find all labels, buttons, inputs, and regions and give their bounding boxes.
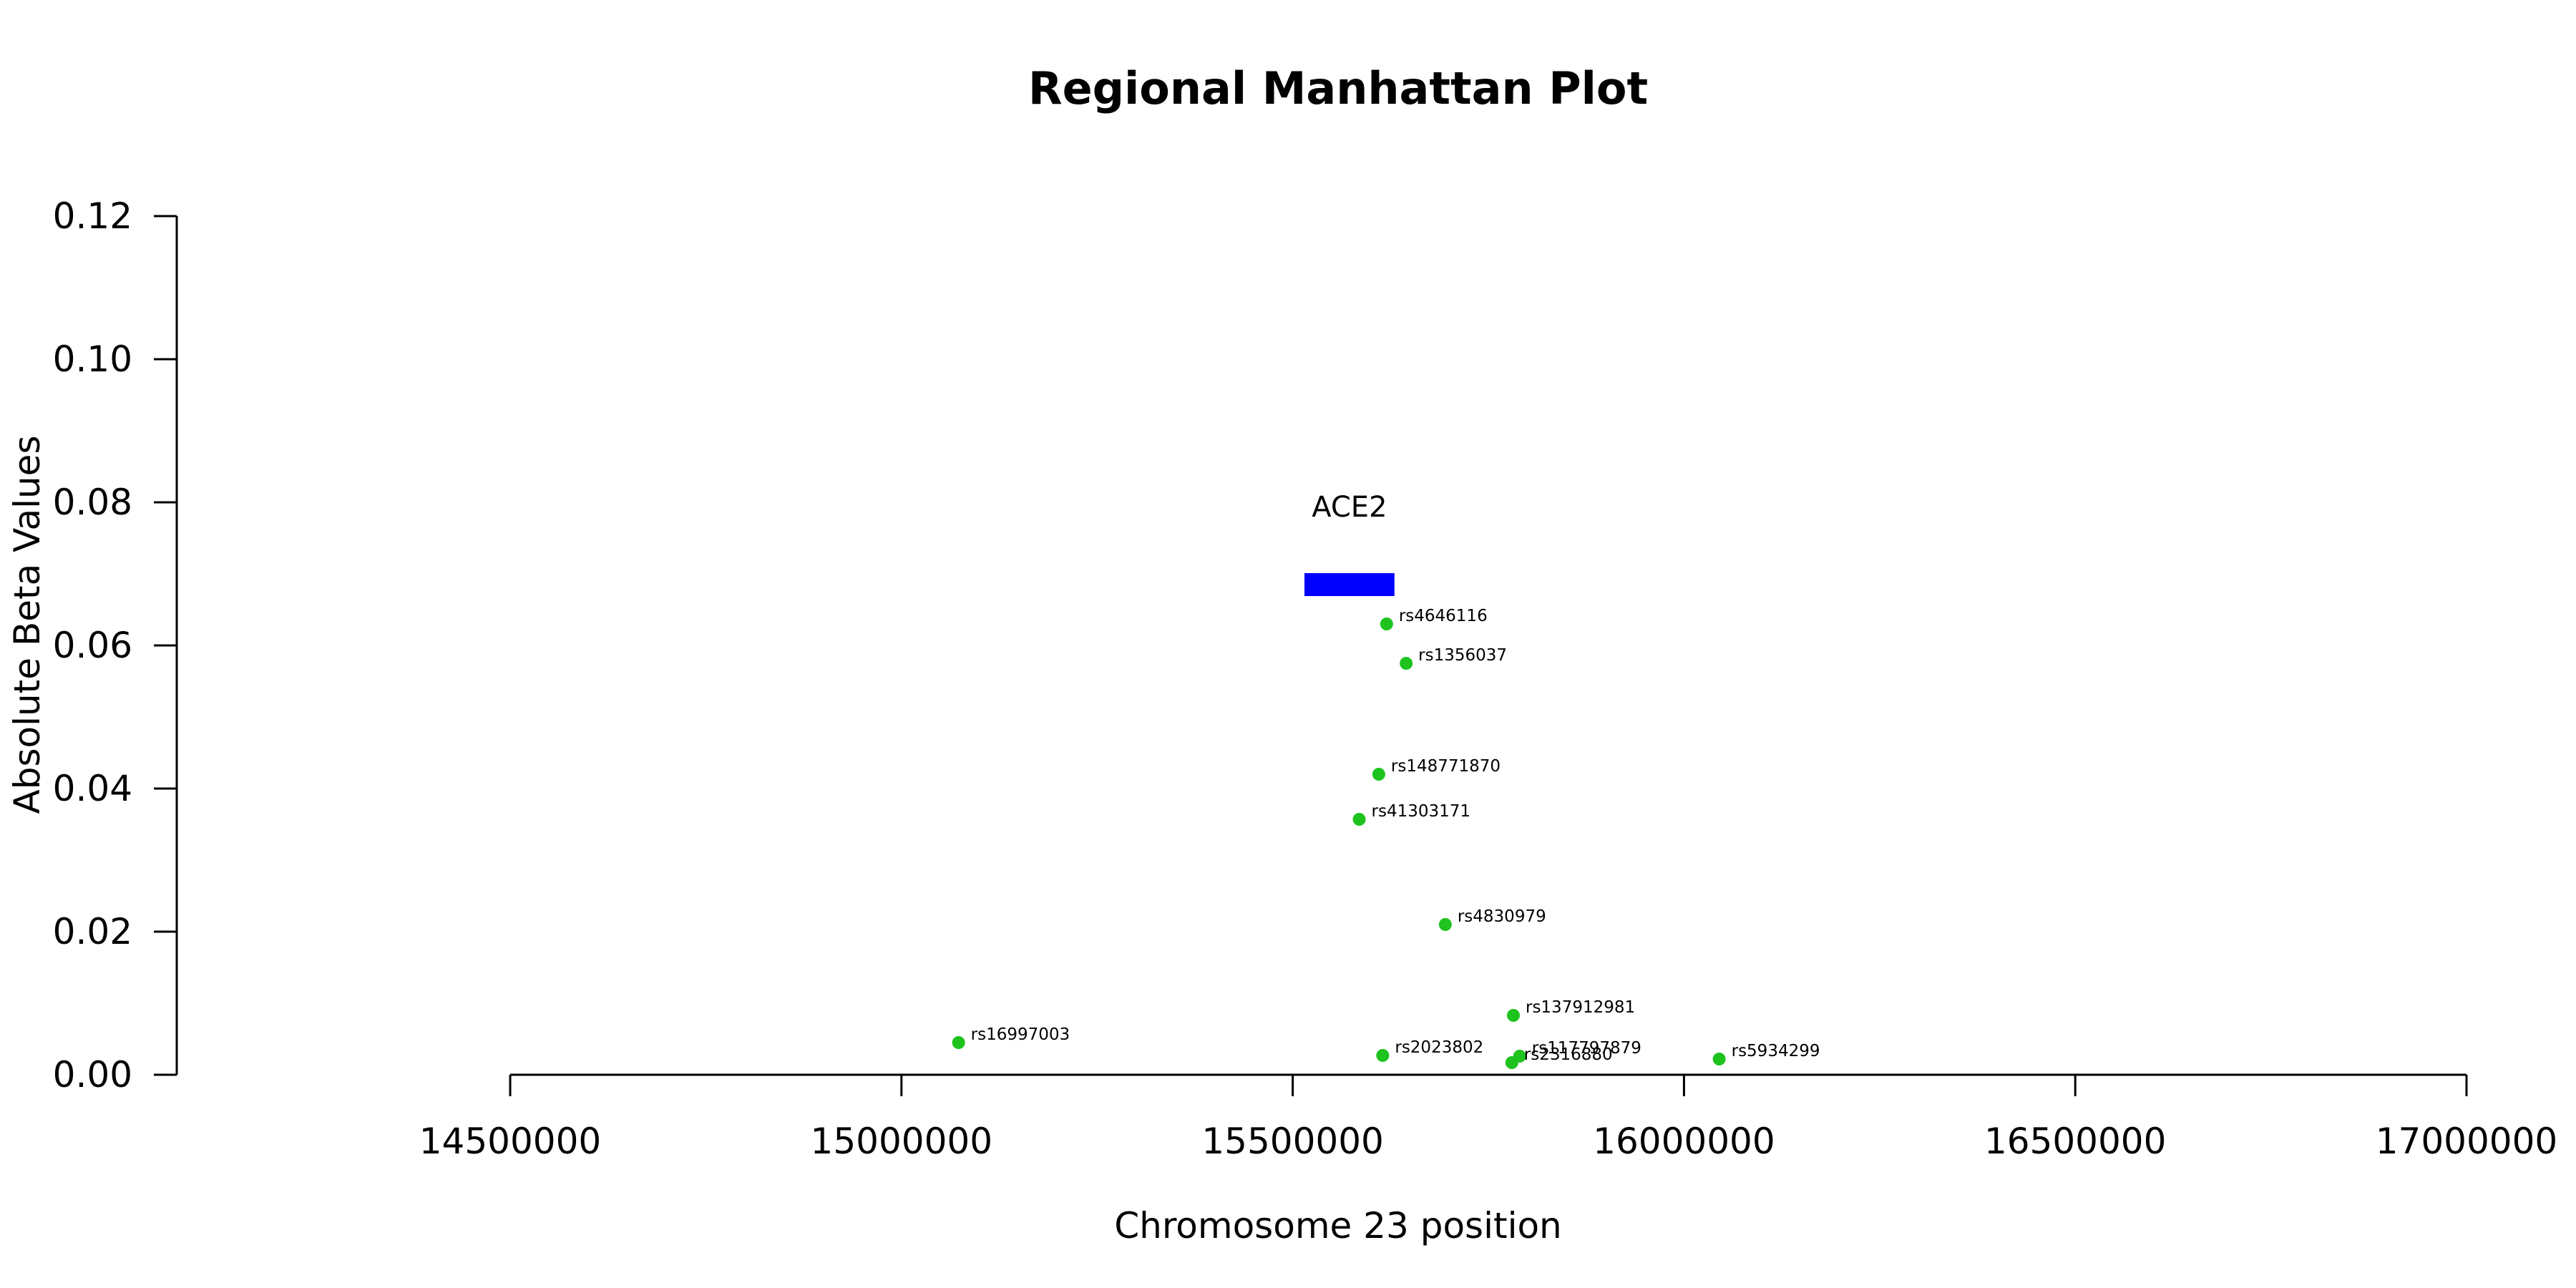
x-axis: 14500000 15000000 15500000 16000000 16500000… (419, 1073, 2558, 1162)
y-tick-label: 0.08 (53, 482, 132, 523)
snp-label: rs2023802 (1395, 1038, 1483, 1057)
x-tick-label: 17000000 (2376, 1121, 2558, 1162)
snp-point (1352, 813, 1366, 826)
x-axis-label: Chromosome 23 position (1114, 1205, 1562, 1246)
snp-point (1376, 1049, 1390, 1062)
x-tick-label: 16500000 (1984, 1121, 2167, 1162)
y-tick-label: 0.10 (53, 338, 132, 380)
snp-label: rs117797879 (1532, 1039, 1641, 1058)
y-tick-label: 0.06 (53, 625, 132, 666)
snp-label: rs16997003 (971, 1025, 1070, 1044)
snp-point (1380, 618, 1393, 630)
snp-label: rs2316880 (1524, 1045, 1613, 1064)
x-tick-label: 15500000 (1201, 1121, 1384, 1162)
y-tick-label: 0.12 (53, 195, 132, 237)
snp-label: rs5934299 (1732, 1042, 1820, 1060)
y-tick-label: 0.02 (53, 911, 132, 952)
gene-track: ACE2 (1304, 491, 1395, 596)
y-tick-label: 0.00 (53, 1054, 132, 1096)
snp-label: rs148771870 (1391, 757, 1501, 776)
y-axis: 0.00 0.02 0.04 0.06 0.08 0.10 0.12 (53, 195, 178, 1096)
gene-label: ACE2 (1312, 491, 1387, 524)
snp-label: rs4830979 (1458, 907, 1546, 926)
gene-bar-ace2 (1304, 573, 1395, 596)
x-tick-label: 14500000 (419, 1121, 602, 1162)
snp-label: rs4646116 (1399, 607, 1488, 625)
snp-point (1505, 1056, 1518, 1069)
x-tick-label: 15000000 (811, 1121, 993, 1162)
x-tick-label: 16000000 (1593, 1121, 1775, 1162)
snp-points: rs4646116 rs1356037 rs148771870 rs41303171 r… (952, 607, 1820, 1069)
snp-point (1400, 657, 1413, 670)
snp-point (1712, 1053, 1726, 1065)
snp-label: rs41303171 (1372, 802, 1471, 821)
snp-point (1506, 1009, 1520, 1022)
snp-label: rs1356037 (1418, 646, 1507, 665)
snp-point (1438, 918, 1452, 931)
snp-point (1372, 768, 1385, 781)
snp-point (952, 1036, 965, 1049)
y-tick-label: 0.04 (53, 768, 132, 809)
chart-title: Regional Manhattan Plot (1028, 62, 1648, 114)
y-axis-label: Absolute Beta Values (6, 436, 48, 814)
snp-label: rs137912981 (1526, 998, 1635, 1017)
